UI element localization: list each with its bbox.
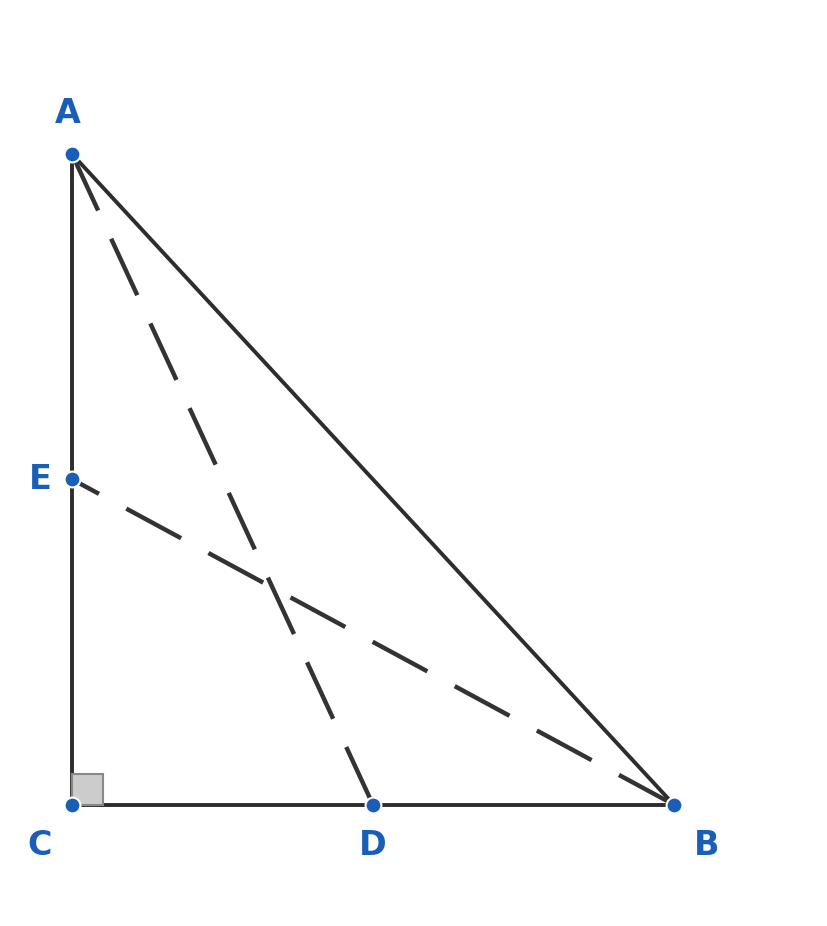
Point: [65, 146, 79, 161]
Point: [65, 797, 79, 812]
Text: A: A: [55, 96, 81, 130]
Text: B: B: [694, 829, 719, 862]
Text: C: C: [27, 829, 51, 862]
Point: [667, 797, 681, 812]
Polygon shape: [72, 773, 103, 805]
Text: D: D: [359, 829, 387, 862]
Point: [366, 797, 380, 812]
Point: [65, 472, 79, 487]
Text: E: E: [29, 463, 51, 495]
